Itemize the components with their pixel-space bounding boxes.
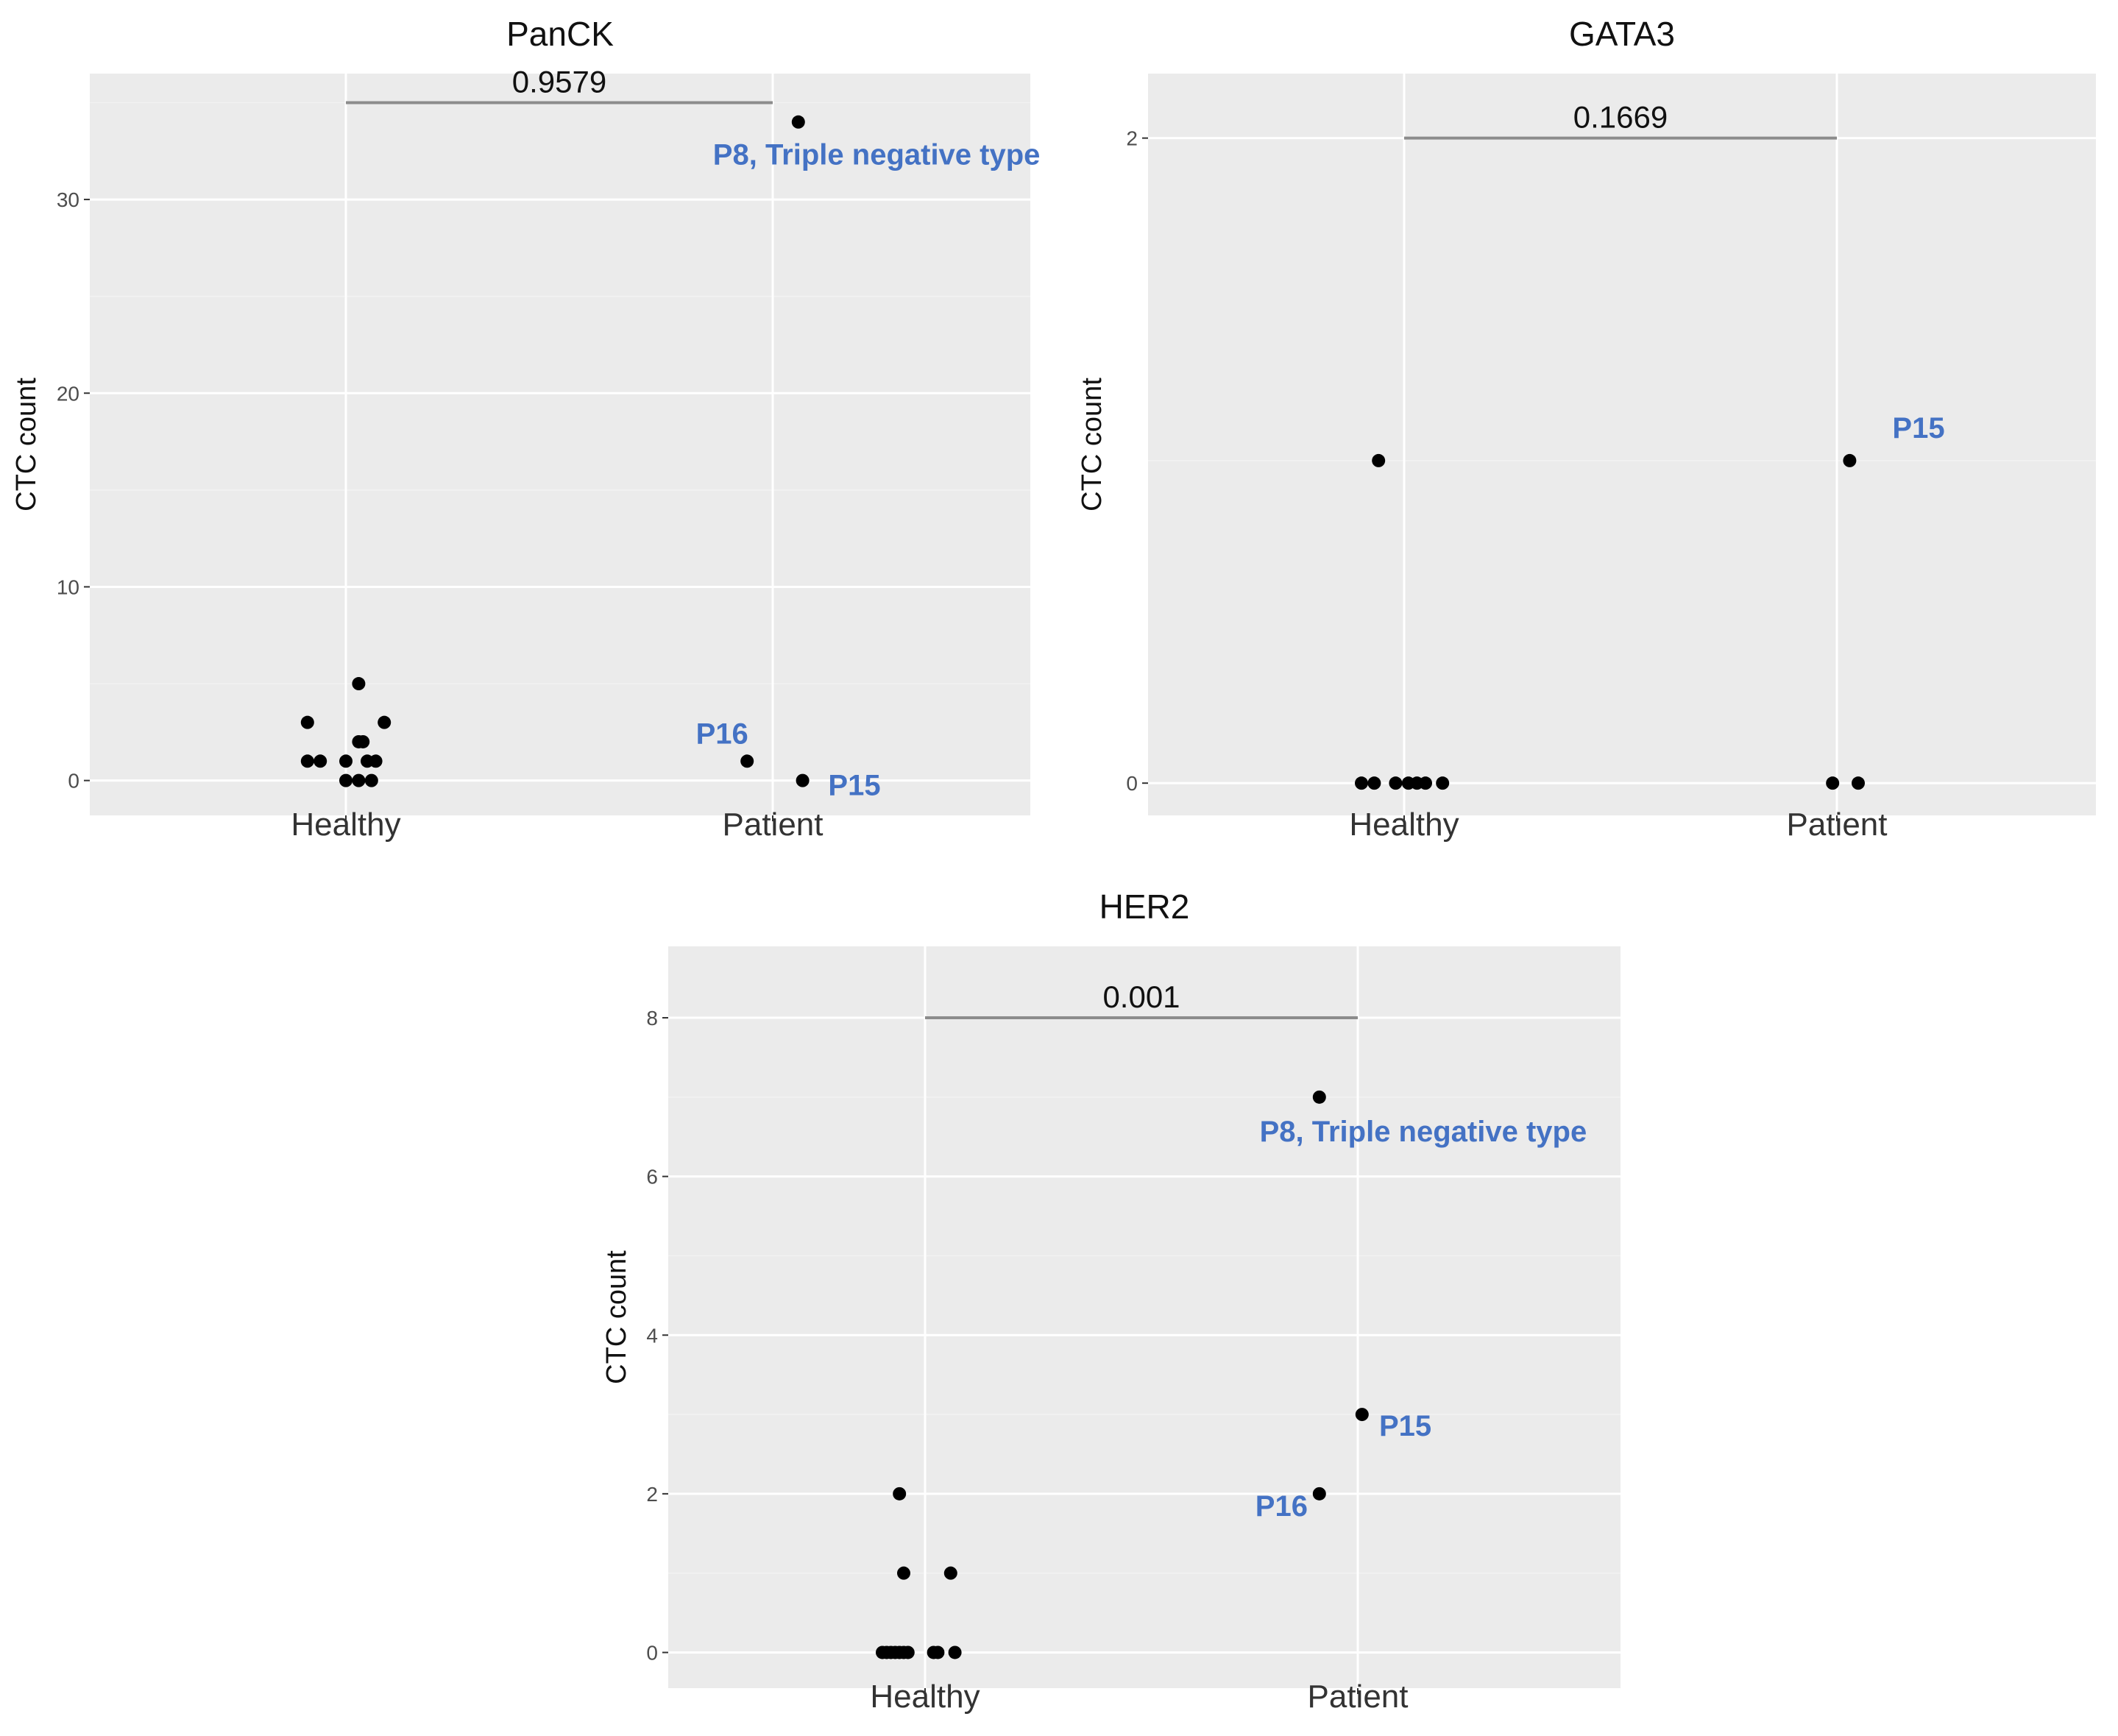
point-annotation: P15 xyxy=(1379,1410,1431,1442)
x-tick-label: Patient xyxy=(1787,807,1888,843)
data-point xyxy=(1852,776,1865,790)
data-point xyxy=(369,754,383,768)
point-annotation: P16 xyxy=(696,718,748,751)
data-point xyxy=(1355,776,1368,790)
data-point xyxy=(352,677,366,691)
data-point xyxy=(1826,776,1840,790)
y-axis-label: CTC count xyxy=(1077,378,1108,511)
p-value-label: 0.001 xyxy=(1102,979,1180,1014)
data-point xyxy=(948,1645,962,1659)
plot-panel xyxy=(668,946,1621,1688)
chart-title: HER2 xyxy=(1099,888,1190,926)
data-point xyxy=(1312,1090,1326,1104)
chart-title: GATA3 xyxy=(1569,15,1675,53)
x-tick-label: Healthy xyxy=(1349,807,1459,843)
y-tick-label: 6 xyxy=(646,1166,658,1188)
chart-gata3: 0 2 Healthy Patient GATA3 CTC count 0.1669 P15 xyxy=(1077,15,2096,843)
plot-panel xyxy=(1148,74,2096,815)
data-point xyxy=(364,773,378,787)
data-point xyxy=(300,715,314,729)
data-point xyxy=(897,1566,910,1580)
data-point xyxy=(1355,1408,1369,1422)
data-point xyxy=(1372,453,1386,467)
point-annotation: P8, Triple negative type xyxy=(713,139,1041,171)
y-tick-label: 30 xyxy=(57,188,79,211)
point-annotation: P15 xyxy=(1892,412,1944,444)
data-point xyxy=(356,734,370,748)
data-point xyxy=(1436,776,1450,790)
data-point xyxy=(901,1645,915,1659)
data-point xyxy=(300,754,314,768)
y-tick-label: 20 xyxy=(57,382,79,405)
x-tick-label: Healthy xyxy=(291,807,400,843)
x-tick-label: Healthy xyxy=(870,1679,980,1715)
point-annotation: P8, Triple negative type xyxy=(1260,1116,1587,1148)
y-tick-label: 0 xyxy=(1126,772,1138,795)
y-tick-label: 2 xyxy=(1126,127,1138,150)
plot-panel xyxy=(90,74,1030,815)
data-point xyxy=(352,773,366,787)
chart-her2: 0 2 4 6 8 Healthy Patient HER2 CTC count 0.001 P8,… xyxy=(601,888,1621,1715)
data-point xyxy=(1389,776,1403,790)
data-point xyxy=(1367,776,1381,790)
data-point xyxy=(740,754,754,768)
y-axis-label: CTC count xyxy=(601,1250,632,1384)
y-tick-label: 8 xyxy=(646,1007,658,1030)
data-point xyxy=(339,754,353,768)
y-tick-label: 0 xyxy=(646,1641,658,1664)
data-point xyxy=(378,715,392,729)
x-tick-label: Patient xyxy=(723,807,824,843)
y-axis-label: CTC count xyxy=(11,378,42,511)
p-value-label: 0.1669 xyxy=(1573,100,1668,135)
point-annotation: P15 xyxy=(828,769,880,801)
data-point xyxy=(931,1645,945,1659)
y-tick-label: 0 xyxy=(68,770,79,793)
data-point xyxy=(791,115,805,129)
y-tick-label: 2 xyxy=(646,1483,658,1506)
chart-title: PanCK xyxy=(506,15,614,53)
data-point xyxy=(339,773,353,787)
p-value-label: 0.9579 xyxy=(512,64,606,99)
data-point xyxy=(1419,776,1432,790)
y-tick-label: 4 xyxy=(646,1324,658,1347)
x-tick-label: Patient xyxy=(1308,1679,1409,1715)
data-point xyxy=(1312,1487,1326,1501)
chart-panck: 0 10 20 30 Healthy Patient PanCK CTC count 0.957… xyxy=(11,15,1040,843)
point-annotation: P16 xyxy=(1255,1490,1308,1523)
data-point xyxy=(314,754,327,768)
data-point xyxy=(1843,453,1857,467)
data-point xyxy=(893,1487,907,1501)
data-point xyxy=(796,773,810,787)
y-tick-label: 10 xyxy=(57,575,79,598)
data-point xyxy=(943,1566,957,1580)
